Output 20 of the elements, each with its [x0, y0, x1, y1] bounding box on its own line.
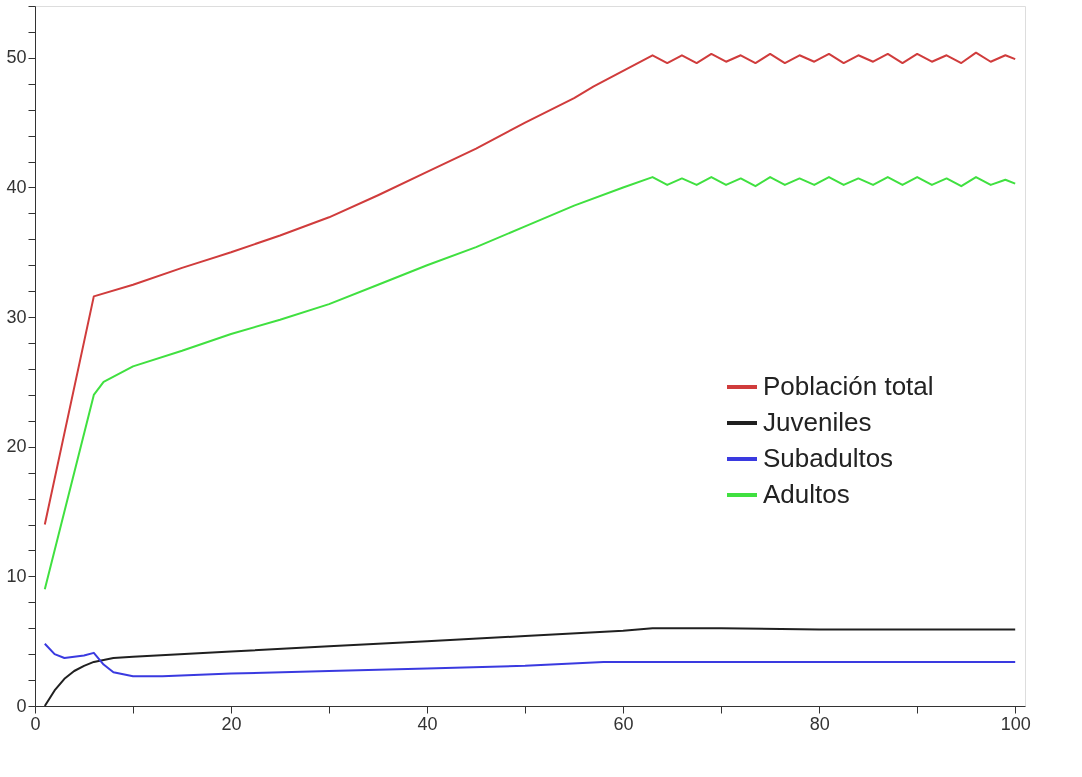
- legend-label: Subadultos: [763, 443, 894, 473]
- legend-label: Adultos: [763, 479, 850, 509]
- x-tick-label: 80: [809, 713, 830, 734]
- y-tick-label: 10: [6, 565, 27, 586]
- y-tick-label: 30: [6, 306, 27, 327]
- line-series: [43, 627, 1017, 707]
- y-tick-label: 20: [6, 436, 27, 457]
- y-tick-label: 40: [6, 176, 27, 197]
- line-series: [43, 51, 1017, 526]
- x-tick-label: 40: [417, 713, 438, 734]
- x-tick-label: 20: [221, 713, 242, 734]
- x-tick-label: 60: [613, 713, 634, 734]
- y-tick-label: 50: [6, 47, 27, 68]
- legend-label: Juveniles: [763, 407, 872, 437]
- y-tick-label: 0: [16, 695, 27, 716]
- x-tick-label: 100: [1000, 713, 1031, 734]
- line-series: [43, 642, 1017, 678]
- x-tick-label: 0: [30, 713, 41, 734]
- legend-label: Población total: [763, 371, 934, 401]
- line-series: [43, 176, 1017, 591]
